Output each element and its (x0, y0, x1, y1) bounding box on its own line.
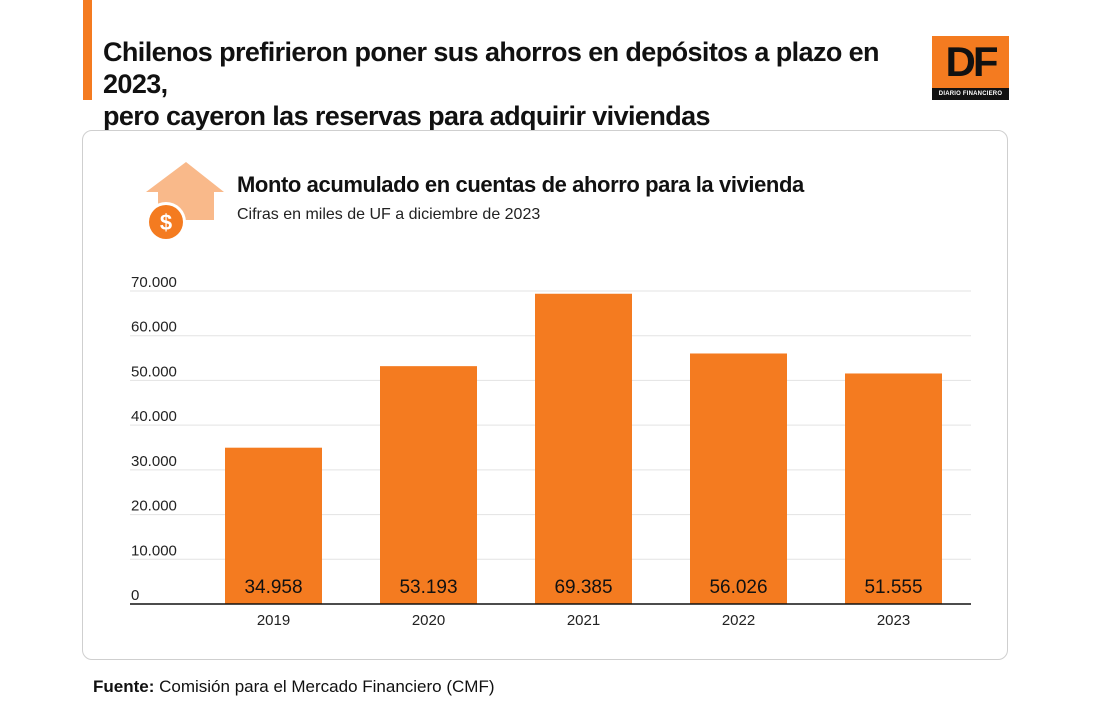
y-tick-label: 60.000 (131, 319, 177, 336)
bar-value-label: 53.193 (399, 577, 457, 598)
y-tick-label: 0 (131, 587, 139, 604)
logo-tagline: DIARIO FINANCIERO (932, 88, 1009, 100)
y-tick-label: 20.000 (131, 498, 177, 515)
bar (845, 373, 942, 604)
x-tick-label: 2022 (722, 612, 755, 629)
bar-value-label: 56.026 (709, 577, 767, 598)
headline-line-2: pero cayeron las reservas para adquirir … (103, 101, 711, 131)
headline-line-1: Chilenos prefirieron poner sus ahorros e… (103, 37, 880, 99)
x-tick-label: 2020 (412, 612, 445, 629)
bar (225, 447, 322, 604)
y-tick-label: 30.000 (131, 453, 177, 470)
bar (535, 293, 632, 604)
bar (380, 366, 477, 604)
bar-value-label: 51.555 (864, 577, 922, 598)
df-logo: DF DIARIO FINANCIERO (932, 36, 1009, 100)
source-text: Comisión para el Mercado Financiero (CMF… (154, 677, 495, 696)
y-tick-label: 40.000 (131, 408, 177, 425)
logo-mark: DF (945, 38, 999, 85)
bar-value-label: 34.958 (244, 577, 302, 598)
bar-value-label: 69.385 (554, 577, 612, 598)
source-note: Fuente: Comisión para el Mercado Financi… (93, 677, 495, 697)
chart-subtitle: Cifras en miles de UF a diciembre de 202… (237, 206, 541, 223)
bar (690, 353, 787, 604)
x-tick-label: 2021 (567, 612, 600, 629)
headline-accent-bar (83, 0, 92, 100)
y-tick-label: 10.000 (131, 542, 177, 559)
y-tick-label: 70.000 (131, 274, 177, 291)
y-tick-label: 50.000 (131, 363, 177, 380)
svg-text:$: $ (160, 210, 172, 235)
house-dollar-icon: $ (146, 162, 224, 242)
source-label: Fuente: (93, 677, 155, 696)
x-tick-label: 2019 (257, 612, 290, 629)
headline: Chilenos prefirieron poner sus ahorros e… (103, 36, 913, 132)
x-tick-label: 2023 (877, 612, 910, 629)
chart-title: Monto acumulado en cuentas de ahorro par… (237, 172, 804, 197)
